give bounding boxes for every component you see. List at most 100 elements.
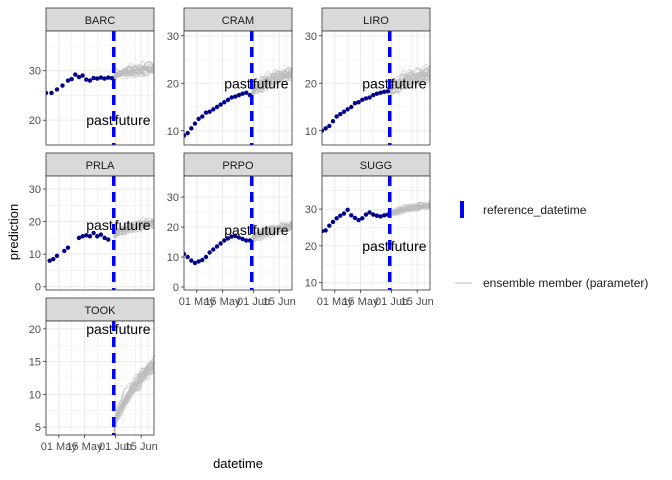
observed-point	[106, 75, 111, 80]
observed-point	[200, 257, 205, 263]
facet-liro: LIRO past future 10 20 30	[305, 7, 431, 146]
observed-point	[54, 87, 60, 92]
x-tick-label: 15 May	[66, 441, 103, 453]
ensemble-member-line	[113, 220, 154, 238]
observed-point	[200, 114, 205, 119]
ensemble-member-line	[113, 362, 154, 429]
y-tick-label: 20	[305, 241, 317, 253]
ensemble-member-line	[251, 68, 292, 91]
facet-prla: PRLA past future 0 10 20 30	[29, 152, 155, 294]
observed-point	[184, 251, 187, 257]
facet-cram: CRAM past future 10 20 30	[167, 7, 293, 146]
observed-point	[211, 247, 216, 252]
observed-point	[80, 234, 85, 239]
ensemble-member-line	[251, 73, 292, 96]
observed-point	[49, 90, 54, 96]
observed-point	[363, 96, 369, 101]
observed-point	[378, 214, 383, 219]
observed-point	[185, 130, 190, 136]
legend-reference-key	[460, 201, 464, 218]
observed-point	[349, 104, 354, 110]
observed-point	[203, 254, 209, 260]
observed-point	[218, 241, 223, 246]
observed-point	[378, 90, 383, 95]
observed-point	[334, 216, 339, 221]
ensemble-member-line	[389, 203, 430, 217]
legend-reference-label: reference_datetime	[483, 203, 587, 217]
observed-point	[352, 215, 358, 221]
ensemble-member-line	[113, 67, 154, 78]
facet-strip-label: LIRO	[363, 15, 389, 27]
observed-point	[54, 253, 60, 258]
ensemble-member-line	[389, 70, 430, 90]
annotation-future: future	[391, 75, 427, 91]
x-tick-label: 01 Jun	[99, 441, 132, 453]
y-tick-label: 5	[35, 422, 41, 434]
x-tick-label: 15 May	[342, 296, 379, 308]
ensemble-member-line	[389, 204, 430, 217]
ensemble-member-line	[389, 201, 430, 218]
y-tick-label: 10	[305, 126, 317, 138]
y-tick-label: 20	[305, 78, 317, 90]
x-tick-label: 01 May	[317, 296, 354, 308]
x-tick-label: 01 May	[41, 441, 78, 453]
y-tick-label: 10	[167, 126, 179, 138]
observed-point	[192, 121, 198, 126]
panel-background	[322, 176, 430, 290]
observed-point	[233, 94, 238, 99]
observed-point	[62, 248, 67, 254]
observed-point	[323, 126, 328, 131]
annotation-past: past	[362, 238, 389, 254]
observed-point	[345, 207, 350, 213]
x-axis-title: datetime	[213, 456, 263, 471]
observed-point	[87, 78, 93, 83]
legend-ensemble-label: ensemble member (parameter)	[483, 276, 648, 290]
observed-point	[102, 76, 107, 81]
y-tick-label: 30	[305, 31, 317, 43]
panel-border	[321, 175, 431, 291]
observed-point	[382, 89, 387, 95]
y-tick-label: 20	[29, 324, 41, 336]
x-tick-label: 15 May	[204, 296, 241, 308]
ensemble-member-line	[113, 222, 154, 234]
panel-content	[47, 176, 154, 290]
y-tick-label: 30	[29, 184, 41, 196]
facet-strip-label: PRLA	[86, 160, 115, 172]
ensemble-member-line	[113, 221, 154, 234]
observed-point	[330, 219, 336, 225]
x-tick-label: 01 Jun	[237, 296, 270, 308]
x-tick-label: 01 Jun	[375, 296, 408, 308]
ensemble-member-line	[113, 365, 154, 426]
observed-point	[360, 216, 365, 221]
annotation-past: past	[224, 75, 251, 91]
observed-point	[233, 233, 238, 239]
observed-point	[84, 233, 89, 238]
legend: reference_datetime ensemble member (para…	[455, 201, 648, 290]
x-tick-label: 15 Jun	[125, 441, 158, 453]
observed-point	[69, 76, 74, 82]
observed-point	[222, 100, 227, 105]
annotation-future: future	[115, 321, 151, 337]
y-tick-label: 30	[305, 204, 317, 216]
ensemble-member-line	[113, 220, 154, 237]
annotation-future: future	[115, 112, 151, 128]
observed-point	[184, 133, 187, 138]
facet-strip-label: PRPO	[222, 160, 254, 172]
panel-border	[45, 320, 155, 436]
observed-point	[222, 238, 227, 243]
ensemble-member-line	[389, 68, 430, 92]
panel-content	[46, 31, 154, 145]
observed-point	[236, 92, 242, 98]
ensemble-member-line	[389, 67, 430, 85]
observed-point	[60, 83, 65, 88]
annotation-past: past	[86, 321, 113, 337]
observed-point	[229, 95, 234, 100]
annotation-future: future	[115, 217, 151, 233]
y-tick-label: 20	[167, 78, 179, 90]
observed-point	[371, 212, 376, 217]
observed-point	[46, 90, 49, 96]
observed-point	[240, 91, 245, 96]
facet-strip-label: CRAM	[222, 15, 254, 27]
annotation-future: future	[391, 238, 427, 254]
